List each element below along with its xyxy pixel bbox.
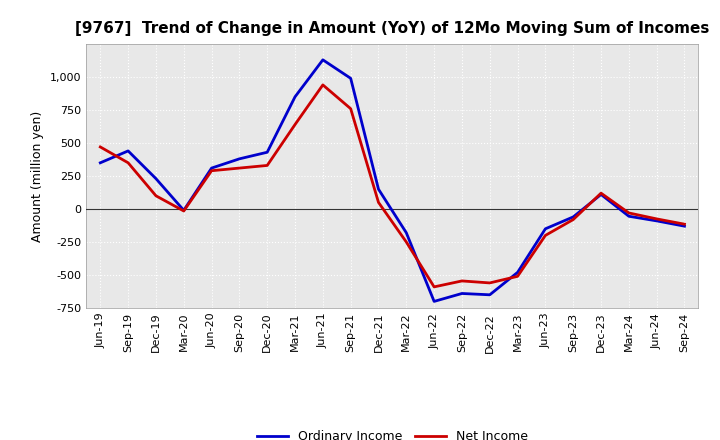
Ordinary Income [318,57,327,62]
Y-axis label: Amount (million yen): Amount (million yen) [32,110,45,242]
Ordinary Income [124,148,132,154]
Ordinary Income [291,94,300,99]
Ordinary Income [346,76,355,81]
Net Income [458,279,467,284]
Line: Net Income: Net Income [100,85,685,287]
Net Income [541,233,550,238]
Net Income [235,165,243,171]
Ordinary Income [96,160,104,165]
Ordinary Income [680,224,689,229]
Ordinary Income [485,292,494,297]
Ordinary Income [597,192,606,197]
Net Income [124,160,132,165]
Net Income [96,144,104,150]
Ordinary Income [374,187,383,192]
Ordinary Income [513,270,522,275]
Legend: Ordinary Income, Net Income: Ordinary Income, Net Income [252,425,533,440]
Net Income [569,217,577,222]
Ordinary Income [624,213,633,219]
Ordinary Income [652,218,661,224]
Net Income [291,122,300,127]
Net Income [513,274,522,279]
Net Income [346,106,355,111]
Net Income [597,191,606,196]
Ordinary Income [430,299,438,304]
Net Income [318,82,327,88]
Net Income [179,208,188,213]
Net Income [485,280,494,286]
Ordinary Income [263,150,271,155]
Net Income [652,216,661,221]
Ordinary Income [235,156,243,161]
Ordinary Income [541,226,550,231]
Ordinary Income [152,176,161,181]
Ordinary Income [207,165,216,171]
Net Income [207,168,216,173]
Net Income [152,193,161,198]
Net Income [374,200,383,205]
Title: [9767]  Trend of Change in Amount (YoY) of 12Mo Moving Sum of Incomes: [9767] Trend of Change in Amount (YoY) o… [75,21,710,36]
Ordinary Income [458,291,467,296]
Line: Ordinary Income: Ordinary Income [100,60,685,301]
Net Income [263,163,271,168]
Ordinary Income [569,214,577,220]
Net Income [430,284,438,290]
Ordinary Income [402,230,410,235]
Ordinary Income [179,208,188,213]
Net Income [402,239,410,245]
Net Income [680,221,689,227]
Net Income [624,210,633,216]
